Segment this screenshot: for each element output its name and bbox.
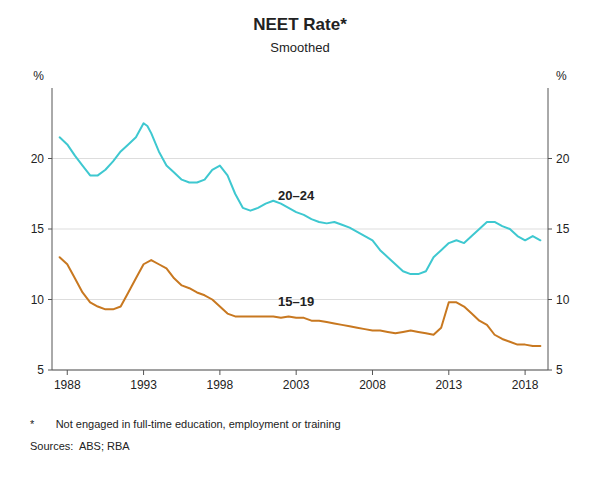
y2-tick-label: 10 xyxy=(556,293,570,307)
subtitle: Smoothed xyxy=(270,40,329,55)
x-tick xyxy=(219,370,220,375)
chart: NEET Rate* Smoothed%% 1988 1993 1998 2003 2008… xyxy=(0,0,600,488)
x-tick-label: 2018 xyxy=(512,378,539,392)
x-tick xyxy=(525,370,526,375)
y2-tick xyxy=(548,299,552,300)
axes: 1988 1993 1998 2003 2008 2013 2018 5 10 15 20 5 10 15… xyxy=(31,88,570,392)
y-tick-label: 10 xyxy=(31,293,45,307)
sources: Sources: ABS; RBA xyxy=(30,440,130,452)
y2-tick xyxy=(548,370,552,371)
grid-line xyxy=(52,158,548,159)
footnote: * Not engaged in full-time education, em… xyxy=(30,418,341,430)
series-labels: 20–24 15–19 xyxy=(278,188,315,309)
series-label: 15–19 xyxy=(278,294,314,309)
y-axis-label: % xyxy=(33,69,44,83)
grid-line xyxy=(52,370,548,371)
x-tick-label: 1988 xyxy=(54,378,81,392)
x-tick-label: 1993 xyxy=(130,378,157,392)
y2-tick xyxy=(548,158,552,159)
y2-tick xyxy=(548,229,552,230)
y-tick xyxy=(48,158,52,159)
y-tick-label: 5 xyxy=(37,363,44,377)
series-line xyxy=(60,123,541,274)
x-tick xyxy=(296,370,297,375)
y-tick xyxy=(48,229,52,230)
x-tick-label: 2003 xyxy=(283,378,310,392)
y2-tick-label: 20 xyxy=(556,152,570,166)
series-line xyxy=(60,257,541,346)
y-tick-label: 15 xyxy=(31,222,45,236)
grid xyxy=(52,159,548,371)
y2-axis-label: % xyxy=(556,69,567,83)
x-tick xyxy=(372,370,373,375)
x-tick-label: 2008 xyxy=(359,378,386,392)
y-tick xyxy=(48,370,52,371)
x-tick-label: 2013 xyxy=(435,378,462,392)
title: NEET Rate* xyxy=(253,15,347,34)
y-tick-label: 20 xyxy=(31,152,45,166)
page: {"chart_data": { "type": "line", "title"… xyxy=(0,0,600,488)
x-tick xyxy=(448,370,449,375)
y2-tick-label: 5 xyxy=(556,363,563,377)
y-tick xyxy=(48,299,52,300)
x-axis-line xyxy=(52,370,548,371)
y2-tick-label: 15 xyxy=(556,222,570,236)
x-tick-label: 1998 xyxy=(207,378,234,392)
x-tick xyxy=(67,370,68,375)
series-label: 20–24 xyxy=(278,188,315,203)
x-tick xyxy=(143,370,144,375)
series-lines xyxy=(60,123,541,346)
grid-line xyxy=(52,229,548,230)
